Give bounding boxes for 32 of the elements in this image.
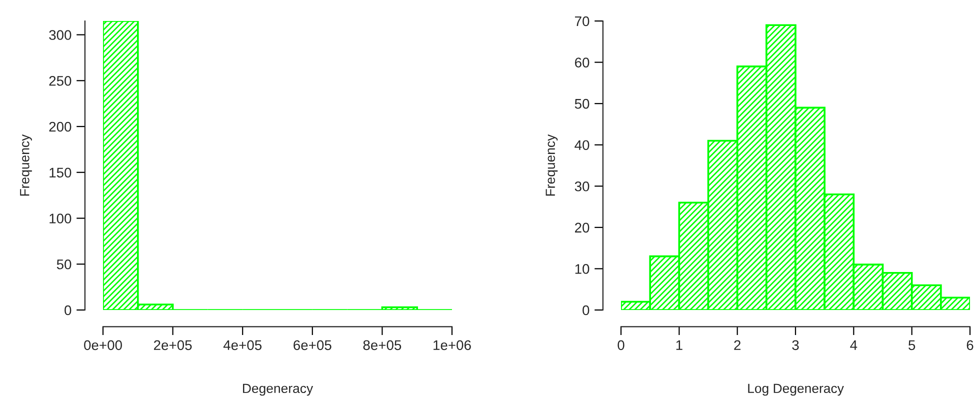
y-tick-label: 50 (56, 259, 72, 270)
x-tick-label: 1 (676, 340, 682, 350)
x-tick-label: 0e+00 (84, 340, 122, 350)
y-axis-title: Frequency (546, 134, 558, 196)
x-axis-title: Degeneracy (243, 384, 314, 396)
x-tick-label: 2e+05 (154, 340, 192, 350)
y-tick-label: 100 (50, 214, 72, 224)
y-tick-label: 0 (64, 305, 72, 316)
x-tick-label: 6 (966, 340, 974, 350)
x-axis-title: Log Degeneracy (748, 384, 844, 396)
y-tick-label: 20 (575, 222, 590, 233)
y-tick-label: 250 (49, 76, 72, 86)
y-tick-label: 40 (574, 140, 590, 150)
x-tick-label: 4 (850, 340, 858, 350)
x-tick-label: 2 (734, 340, 740, 350)
x-tick-label: 0 (618, 340, 624, 350)
y-tick-label: 70 (575, 16, 590, 26)
x-tick-label: 5 (908, 340, 916, 350)
y-tick-label: 200 (49, 122, 72, 132)
x-tick-label: 6e+05 (294, 340, 332, 350)
y-tick-label: 60 (575, 58, 590, 68)
x-tick-label: 1e+06 (434, 340, 471, 350)
x-tick-label: 8e+05 (363, 340, 402, 350)
y-axis-title: Frequency (20, 134, 32, 196)
x-tick-label: 3 (792, 340, 799, 350)
x-tick-label: 4e+05 (223, 340, 262, 350)
y-tick-label: 30 (574, 181, 590, 192)
y-tick-label: 0 (582, 305, 590, 316)
y-tick-label: 10 (575, 264, 590, 274)
y-tick-label: 50 (574, 98, 590, 109)
y-tick-label: 150 (50, 168, 72, 178)
y-tick-label: 300 (49, 30, 72, 40)
